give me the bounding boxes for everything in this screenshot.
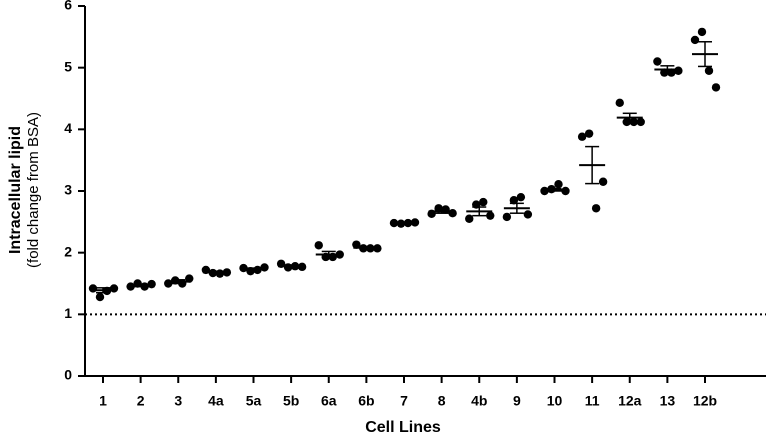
- data-point: [690, 35, 700, 45]
- data-point: [540, 186, 549, 196]
- x-tick-label: 5a: [246, 393, 262, 409]
- x-tick-label: 11: [585, 393, 600, 409]
- data-point: [711, 83, 721, 92]
- x-tick-label: 9: [513, 393, 521, 409]
- data-point: [598, 177, 608, 186]
- data-point: [704, 66, 714, 75]
- data-point: [95, 292, 105, 302]
- x-tick-label: 4a: [208, 393, 224, 409]
- y-tick-label: 3: [64, 182, 72, 198]
- x-tick-label: 5b: [283, 393, 299, 409]
- y-tick-label: 0: [64, 367, 72, 383]
- data-point: [584, 129, 594, 138]
- data-point: [674, 66, 683, 75]
- data-point: [561, 186, 570, 196]
- x-tick-label: 6b: [358, 393, 374, 409]
- data-point: [577, 132, 587, 141]
- x-tick-label: 2: [137, 393, 145, 409]
- y-tick-label: 6: [64, 0, 72, 13]
- y-tick-label: 2: [64, 243, 72, 259]
- data-point: [486, 211, 495, 220]
- y-axis-sublabel: (fold change from BSA): [25, 112, 42, 268]
- x-tick-label: 8: [438, 393, 446, 409]
- x-tick-label: 3: [174, 393, 182, 409]
- data-point: [615, 98, 624, 108]
- y-tick-label: 4: [64, 120, 72, 136]
- data-point: [147, 279, 156, 289]
- data-point: [479, 197, 488, 207]
- data-point: [554, 180, 563, 189]
- x-tick-label: 6a: [321, 393, 337, 409]
- data-point: [260, 263, 269, 272]
- x-tick-label: 13: [660, 393, 676, 409]
- y-tick-label: 1: [64, 305, 72, 321]
- y-tick-label: 5: [64, 58, 72, 74]
- data-point: [314, 241, 323, 250]
- data-point: [109, 284, 119, 293]
- data-point: [636, 117, 645, 127]
- x-tick-label: 7: [400, 393, 408, 409]
- data-point: [523, 210, 533, 219]
- x-tick-label: 12a: [618, 393, 642, 409]
- x-tick-label: 10: [547, 393, 563, 409]
- data-point: [697, 27, 707, 37]
- data-point: [509, 196, 519, 205]
- data-point: [591, 204, 601, 213]
- data-point: [516, 192, 526, 202]
- x-axis-label: Cell Lines: [365, 419, 441, 436]
- data-point: [448, 209, 457, 218]
- x-tick-label: 4b: [471, 393, 487, 409]
- data-point: [88, 284, 98, 293]
- data-point: [653, 57, 662, 66]
- data-point: [502, 212, 512, 222]
- x-tick-label: 12b: [693, 393, 717, 409]
- data-point: [465, 214, 474, 223]
- y-axis-label: Intracellular lipid: [7, 126, 24, 254]
- x-tick-label: 1: [99, 393, 107, 409]
